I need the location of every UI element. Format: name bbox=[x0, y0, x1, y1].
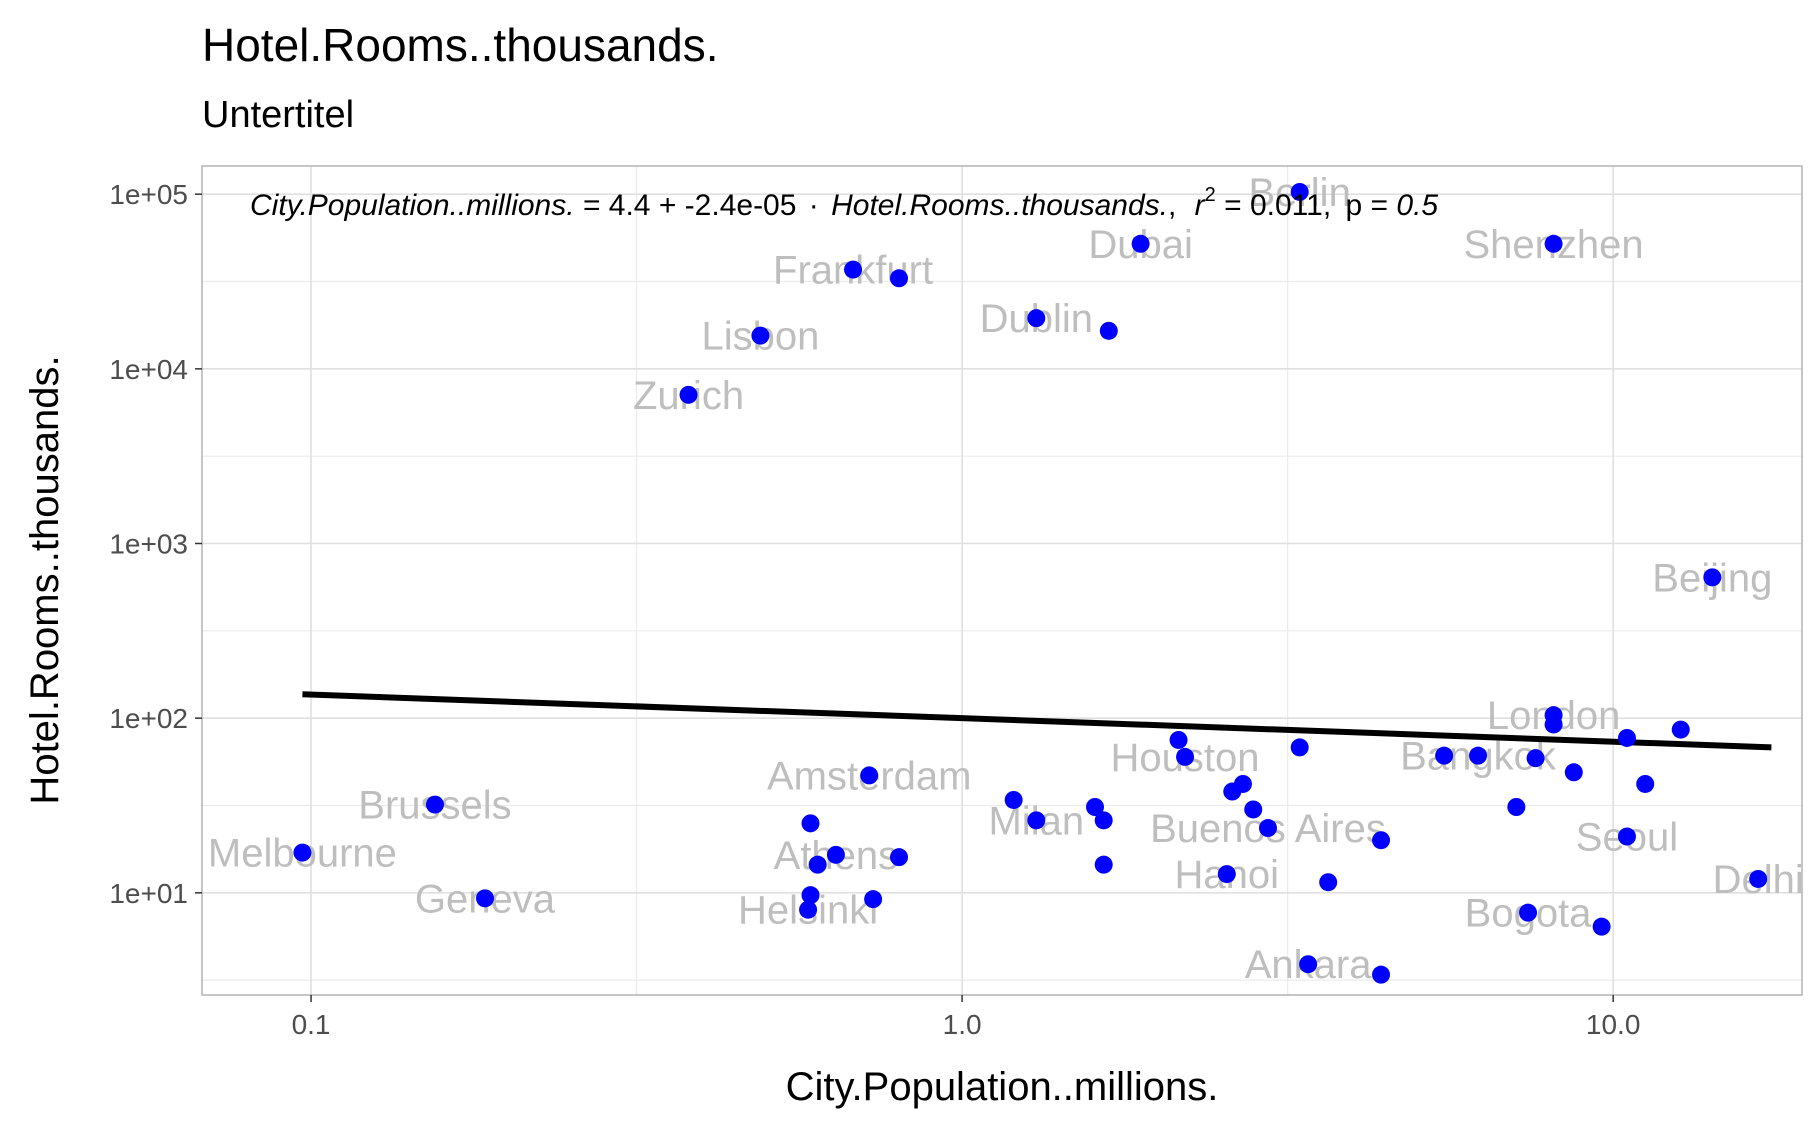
trend-line-group bbox=[302, 691, 1772, 751]
data-point bbox=[1290, 738, 1309, 757]
data-point bbox=[1372, 965, 1391, 984]
data-point bbox=[1094, 855, 1113, 874]
data-point bbox=[1749, 869, 1768, 888]
x-tick-label: 0.1 bbox=[292, 1009, 331, 1040]
data-point bbox=[1544, 234, 1563, 253]
data-point bbox=[1617, 728, 1636, 747]
y-tick-label: 1e+01 bbox=[109, 878, 188, 909]
y-tick-label: 1e+05 bbox=[109, 179, 188, 210]
x-axis-ticks: 0.1 1.0 10.0 bbox=[292, 995, 1641, 1040]
y-axis-ticks: 1e+01 1e+02 1e+03 1e+04 1e+05 bbox=[109, 179, 202, 909]
y-axis-title: Hotel.Rooms..thousands. bbox=[23, 355, 67, 804]
data-point bbox=[1299, 955, 1318, 974]
data-point bbox=[890, 269, 909, 288]
data-point bbox=[425, 795, 444, 814]
chart-subtitle: Untertitel bbox=[202, 94, 355, 136]
data-point bbox=[1131, 234, 1150, 253]
data-point bbox=[1169, 730, 1188, 749]
data-point bbox=[1244, 800, 1263, 819]
data-point bbox=[1086, 797, 1105, 816]
y-tick-label: 1e+03 bbox=[109, 529, 188, 560]
data-point bbox=[293, 843, 312, 862]
data-point bbox=[1372, 831, 1391, 850]
data-point bbox=[1617, 827, 1636, 846]
data-point bbox=[799, 900, 818, 919]
x-tick-label: 10.0 bbox=[1586, 1009, 1641, 1040]
data-point bbox=[1703, 568, 1722, 587]
data-point bbox=[1671, 720, 1690, 739]
data-point bbox=[1469, 746, 1488, 765]
data-point bbox=[1027, 811, 1046, 830]
data-point bbox=[801, 814, 820, 833]
y-tick-label: 1e+02 bbox=[109, 703, 188, 734]
data-point bbox=[1319, 873, 1338, 892]
data-point bbox=[1233, 774, 1252, 793]
data-point bbox=[1544, 706, 1563, 725]
data-point bbox=[1176, 747, 1195, 766]
chart-title: Hotel.Rooms..thousands. bbox=[202, 19, 719, 71]
data-point bbox=[1435, 746, 1454, 765]
regression-equation: City.Population..millions. = 4.4 + -2.4e… bbox=[250, 175, 1438, 222]
data-point bbox=[1564, 763, 1583, 782]
data-point bbox=[890, 848, 909, 867]
panel-border bbox=[201, 165, 1803, 996]
data-point bbox=[1258, 819, 1277, 838]
data-point bbox=[1004, 790, 1023, 809]
x-axis-title: City.Population..millions. bbox=[786, 1065, 1219, 1109]
data-point bbox=[844, 260, 863, 279]
data-point bbox=[808, 855, 827, 874]
major-gridlines bbox=[202, 166, 1802, 995]
data-point bbox=[751, 326, 770, 345]
data-points bbox=[293, 182, 1768, 984]
minor-gridlines bbox=[202, 166, 1802, 995]
data-point bbox=[1094, 811, 1113, 830]
data-point bbox=[1217, 865, 1236, 884]
data-point bbox=[1507, 797, 1526, 816]
data-point bbox=[826, 845, 845, 864]
y-tick-label: 1e+04 bbox=[109, 354, 188, 385]
data-point bbox=[1526, 749, 1545, 768]
data-point bbox=[1592, 917, 1611, 936]
data-point bbox=[1519, 903, 1538, 922]
data-point bbox=[860, 766, 879, 785]
data-point bbox=[475, 889, 494, 908]
data-point bbox=[1636, 774, 1655, 793]
point-labels: MelbourneBrusselsGenevaZurichLisbonHelsi… bbox=[208, 171, 1802, 987]
data-point bbox=[1027, 309, 1046, 328]
data-point bbox=[679, 385, 698, 404]
data-point bbox=[864, 890, 883, 909]
data-point bbox=[801, 886, 820, 905]
data-point bbox=[1290, 182, 1309, 201]
x-tick-label: 1.0 bbox=[943, 1009, 982, 1040]
trend-line bbox=[302, 691, 1772, 751]
data-point bbox=[1099, 321, 1118, 340]
